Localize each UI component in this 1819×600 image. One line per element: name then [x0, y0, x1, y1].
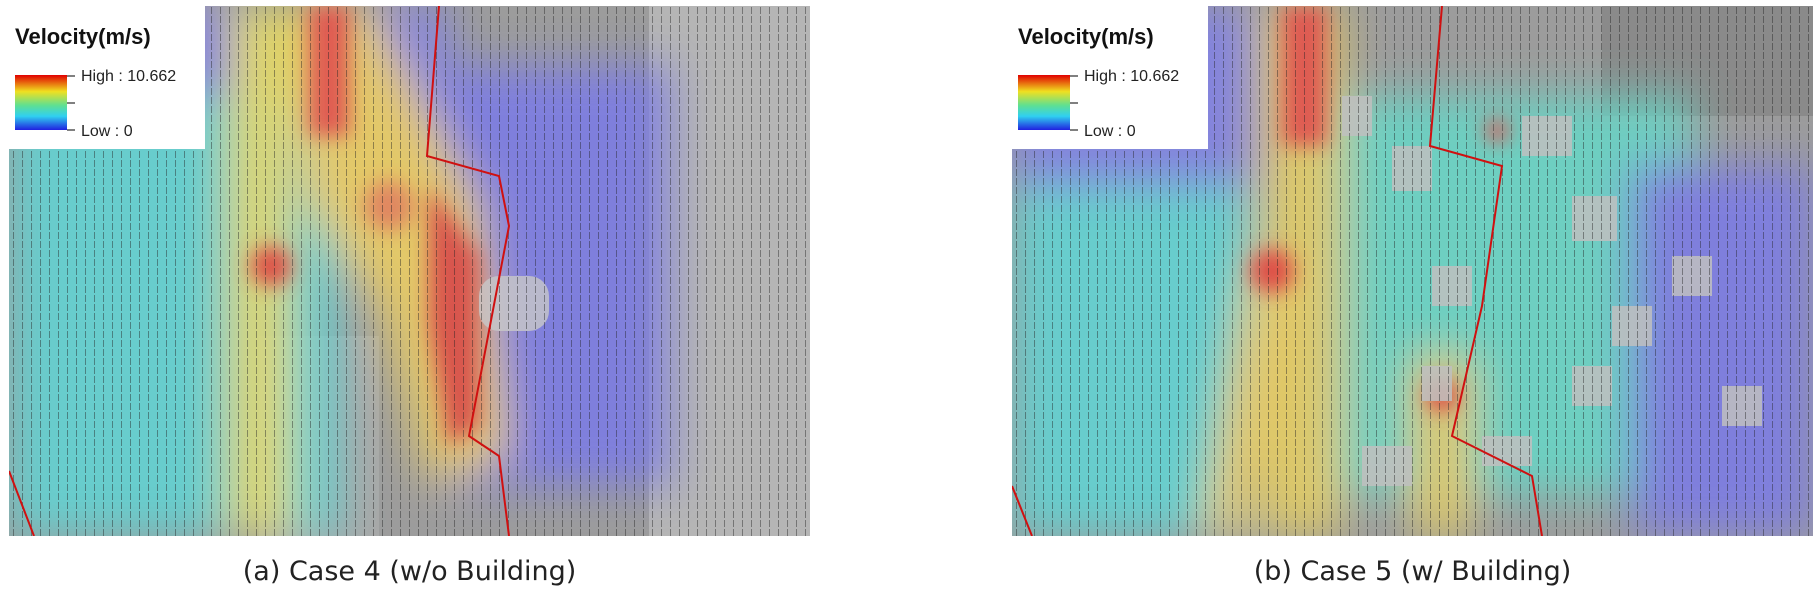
map-panel-a: Velocity(m/s) High : 10.662 Low : 0 — [9, 6, 810, 536]
colorbar — [1018, 75, 1070, 130]
legend-title: Velocity(m/s) — [1018, 24, 1154, 49]
caption: (a) Case 4 (w/o Building) — [242, 556, 577, 587]
legend-high: High : 10.662 — [81, 68, 176, 85]
colorbar — [15, 75, 67, 130]
legend-low: Low : 0 — [1084, 123, 1136, 140]
legend-title: Velocity(m/s) — [15, 24, 151, 49]
legend-low: Low : 0 — [81, 123, 133, 140]
legend-high: High : 10.662 — [1084, 68, 1179, 85]
map-panel-b: Velocity(m/s) High : 10.662 Low : 0 — [1012, 6, 1813, 536]
caption: (b) Case 5 (w/ Building) — [1253, 556, 1572, 587]
